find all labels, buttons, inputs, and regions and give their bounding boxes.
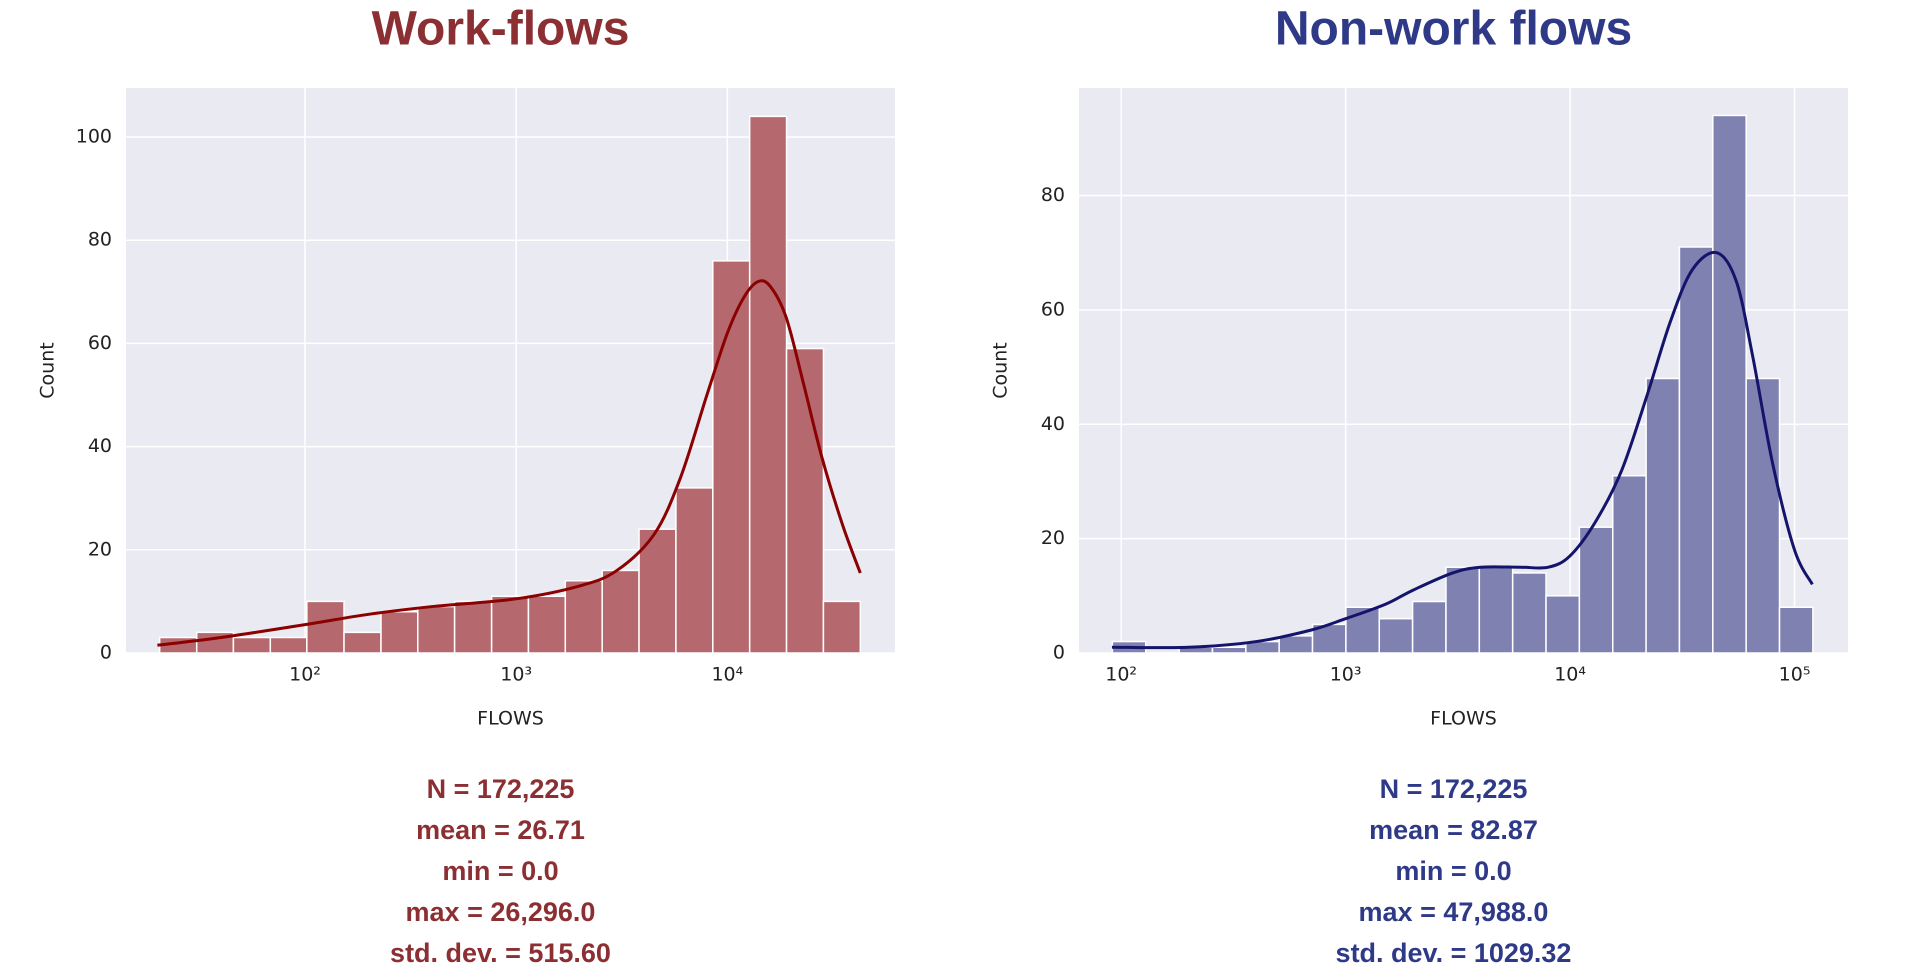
y-axis-label: Count: [37, 342, 59, 398]
bar: [1745, 377, 1781, 654]
bar: [1411, 600, 1447, 654]
stat-line: min = 0.0: [1395, 856, 1511, 886]
y-tick-label: 100: [76, 126, 112, 148]
stat-line: max = 47,988.0: [1359, 897, 1549, 927]
x-tick-label: 10²: [1105, 664, 1137, 686]
x-tick-label: 10⁴: [711, 664, 743, 686]
bar: [1778, 606, 1814, 654]
x-tick-label: 10⁵: [1779, 664, 1811, 686]
bar: [1511, 572, 1547, 654]
stat-line: N = 172,225: [1380, 774, 1528, 804]
y-tick-label: 20: [88, 538, 112, 560]
bar: [380, 610, 419, 654]
bar: [1678, 246, 1714, 654]
x-tick-label: 10³: [500, 664, 532, 686]
bar: [1612, 474, 1647, 654]
y-tick-label: 40: [1041, 413, 1065, 435]
bar: [1445, 566, 1481, 654]
bar: [417, 605, 456, 654]
bar: [785, 347, 825, 654]
bar: [675, 487, 714, 654]
bar: [1345, 606, 1381, 654]
bar: [601, 569, 640, 654]
chart-title: Work-flows: [372, 3, 630, 56]
bar: [306, 600, 345, 654]
stat-line: min = 0.0: [442, 856, 558, 886]
stat-line: std. dev. = 1029.32: [1336, 938, 1572, 968]
stat-line: mean = 82.87: [1369, 815, 1538, 845]
stat-line: mean = 26.71: [416, 815, 585, 845]
x-axis-label: FLOWS: [1430, 708, 1497, 730]
bar: [1211, 646, 1247, 654]
bar: [1378, 617, 1414, 654]
x-axis-label: FLOWS: [477, 708, 544, 730]
bar: [1545, 595, 1581, 654]
x-tick-label: 10³: [1330, 664, 1362, 686]
y-tick-label: 60: [1041, 298, 1065, 320]
x-tick-label: 10⁴: [1554, 664, 1586, 686]
y-axis-label: Count: [990, 342, 1012, 398]
bar: [269, 636, 308, 654]
stat-line: N = 172,225: [427, 774, 575, 804]
y-tick-label: 80: [1041, 184, 1065, 206]
bar: [343, 631, 382, 654]
bar: [1278, 635, 1314, 654]
bar: [232, 636, 272, 654]
bar: [1578, 526, 1614, 654]
y-tick-label: 60: [88, 332, 112, 354]
bar: [1478, 566, 1514, 654]
kde-line: [1111, 250, 1814, 650]
bar: [822, 600, 862, 654]
stat-line: std. dev. = 515.60: [390, 938, 611, 968]
stat-line: max = 26,296.0: [406, 897, 596, 927]
bar: [527, 595, 567, 654]
x-tick-label: 10²: [289, 664, 321, 686]
y-tick-label: 0: [1053, 642, 1065, 664]
chart-title: Non-work flows: [1275, 3, 1632, 56]
y-tick-label: 0: [100, 642, 112, 664]
bar: [490, 595, 530, 654]
kde-line: [157, 279, 862, 647]
y-tick-label: 40: [88, 435, 112, 457]
y-tick-label: 20: [1041, 527, 1065, 549]
bar: [1712, 114, 1747, 654]
y-tick-label: 80: [88, 229, 112, 251]
bar: [748, 115, 788, 654]
bar: [1645, 377, 1681, 654]
bar: [453, 600, 493, 654]
bar: [564, 580, 603, 654]
